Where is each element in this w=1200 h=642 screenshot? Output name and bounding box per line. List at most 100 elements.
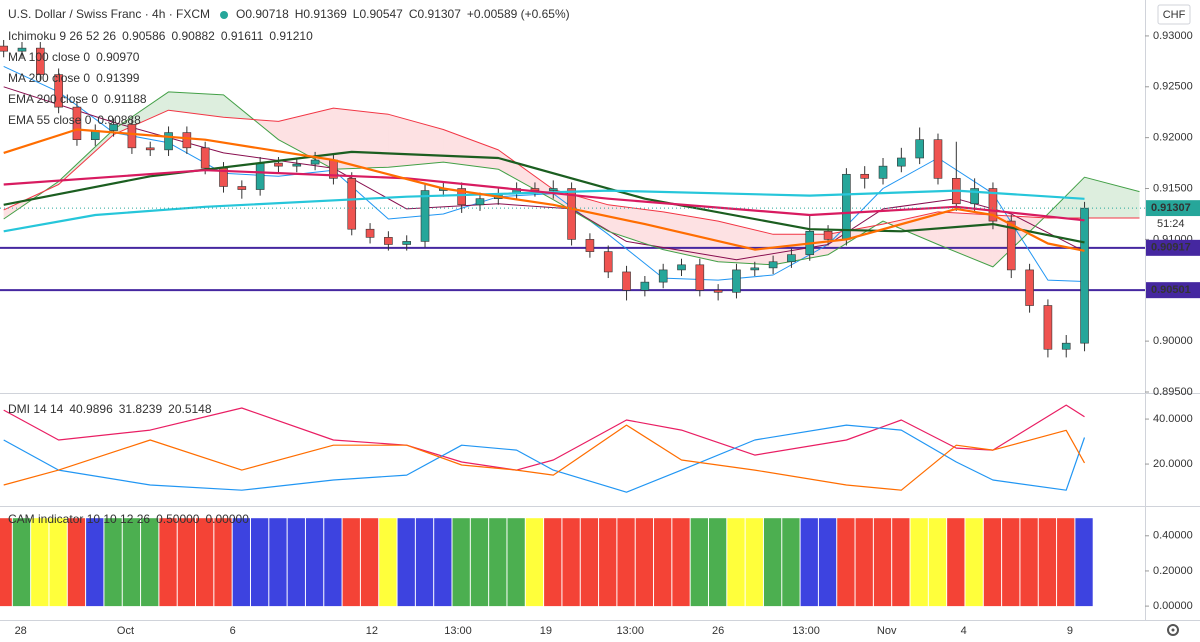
candle-body	[677, 264, 686, 271]
candle-body	[658, 269, 668, 283]
currency-box[interactable]	[1157, 4, 1191, 25]
legend-text: +0.00589 (+0.65%)	[467, 7, 570, 21]
candle-body	[768, 261, 778, 269]
candle-body	[36, 47, 45, 75]
ichimoku-line	[3, 86, 1085, 261]
legend-text: EMA 200 close 0	[8, 92, 98, 106]
bar	[360, 518, 379, 607]
x-tick-label: 9	[1067, 625, 1073, 637]
legend-text: 0.91210	[269, 29, 313, 43]
bar	[159, 518, 177, 607]
bar	[452, 518, 470, 607]
price-badge	[1146, 239, 1200, 256]
legend-text: 0.91188	[104, 92, 147, 106]
bar	[654, 518, 672, 607]
candle-body	[420, 190, 430, 242]
moving-average	[3, 169, 1085, 222]
price-badge-label: 0.91307	[1151, 202, 1191, 214]
legend-text: MA 100 close 0	[8, 50, 90, 64]
candle-body	[127, 124, 137, 149]
bar	[305, 518, 324, 607]
bar	[104, 518, 122, 607]
moving-average	[3, 128, 1085, 252]
status-dot	[220, 11, 229, 19]
legend-text: MA 200 close 0	[8, 71, 90, 85]
indicator-line	[3, 404, 1085, 471]
x-tick-label: 4	[961, 625, 967, 637]
indicator-line	[3, 424, 1086, 493]
bar	[86, 518, 104, 607]
bar	[708, 518, 727, 607]
x-tick-label: 12	[366, 625, 378, 637]
candle-body	[347, 178, 357, 230]
bar	[690, 518, 708, 607]
candle-body	[310, 159, 320, 165]
bar	[49, 518, 67, 607]
legend-text: U.S. Dollar / Swiss Franc · 4h · FXCM	[8, 7, 210, 21]
currency: CHF	[1163, 9, 1186, 21]
candle-body	[622, 271, 631, 291]
candle-body	[17, 47, 27, 52]
bar	[947, 518, 965, 607]
ichimoku-line	[3, 91, 1140, 268]
candle-body	[878, 165, 888, 179]
cloud	[278, 108, 334, 170]
cloud	[608, 204, 664, 250]
legend-text: 31.8239	[119, 402, 163, 416]
bar	[177, 518, 196, 607]
candle-body	[164, 132, 173, 151]
bar	[782, 518, 800, 607]
bar	[67, 518, 86, 607]
settings-icon[interactable]	[1167, 624, 1179, 636]
countdown: 51:24	[1157, 218, 1185, 230]
bar	[1075, 518, 1093, 607]
bar	[635, 518, 654, 607]
bar	[434, 518, 452, 607]
cloud	[113, 91, 169, 135]
y-tick-label: 0.20000	[1153, 565, 1193, 577]
legend-text: CAM indicator 10 10 12 26	[8, 512, 150, 526]
bar	[727, 518, 745, 607]
y-tick-label: 0.40000	[1153, 530, 1193, 542]
candle-body	[274, 162, 283, 167]
candle-body	[787, 254, 796, 263]
candle-body	[1043, 305, 1053, 350]
legend-text: 0.00000	[205, 512, 249, 526]
cloud	[333, 108, 389, 170]
bar	[818, 518, 837, 607]
x-tick-label: 28	[15, 625, 27, 637]
bar	[31, 518, 49, 607]
candle-body	[237, 186, 247, 190]
legend-text: Ichimoku 9 26 52 26	[8, 29, 116, 43]
legend-text: 0.90586	[122, 29, 166, 43]
legend-text: L0.90547	[353, 7, 403, 21]
bar	[269, 518, 287, 607]
candle-body	[0, 45, 8, 52]
bar	[470, 518, 489, 607]
x-tick-label: Oct	[117, 625, 134, 637]
cloud	[168, 91, 224, 118]
bar	[196, 518, 214, 607]
candle-body	[1025, 269, 1034, 306]
bar	[342, 518, 360, 607]
bar	[525, 518, 544, 607]
x-tick-label: 13:00	[444, 625, 472, 637]
candle-body	[54, 74, 63, 108]
bar	[1020, 518, 1038, 607]
y-tick-label: 0.00000	[1153, 600, 1193, 612]
candle-body	[823, 230, 833, 240]
candle-body	[897, 157, 906, 167]
x-tick-label: 19	[540, 625, 552, 637]
candle-body	[292, 163, 302, 167]
bar	[122, 518, 141, 607]
bar	[397, 518, 415, 607]
y-tick-label: 0.90000	[1153, 335, 1193, 347]
candle-body	[988, 188, 998, 222]
bar	[892, 518, 910, 607]
candle-body	[933, 139, 943, 179]
y-tick-label: 0.89500	[1153, 386, 1193, 398]
bar	[12, 518, 31, 607]
legend-text: DMI 14 14	[8, 402, 64, 416]
bar	[214, 518, 232, 607]
price-badge-label: 0.90501	[1151, 284, 1191, 296]
